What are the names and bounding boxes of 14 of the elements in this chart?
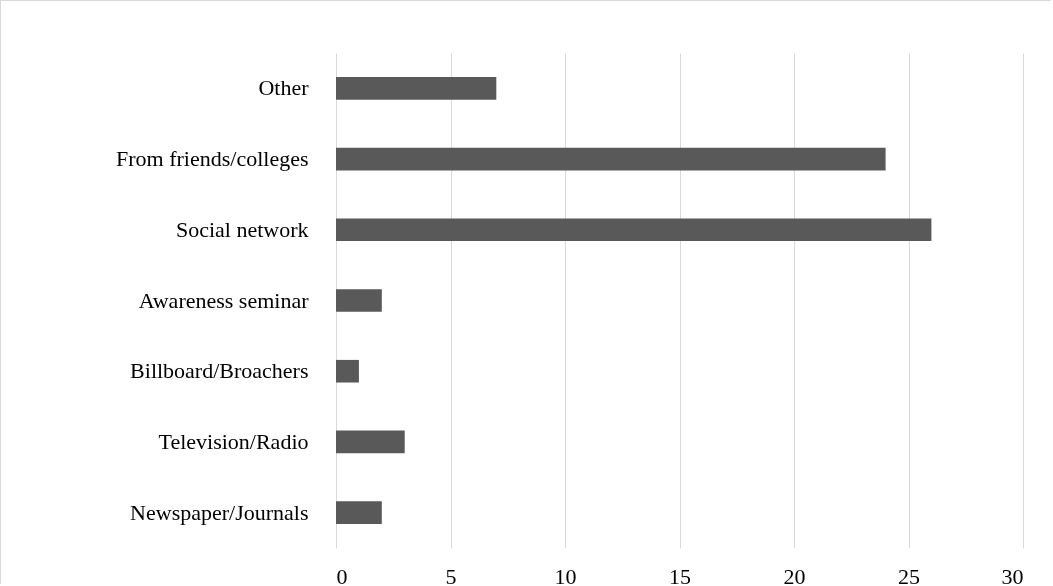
y-tick-label: Other bbox=[258, 75, 310, 101]
x-tick-label: 25 bbox=[898, 563, 920, 586]
y-tick-label: Television/Radio bbox=[158, 428, 309, 454]
y-tick-label: Billboard/Broachers bbox=[130, 358, 309, 384]
x-tick-label: 0 bbox=[336, 563, 348, 586]
x-tick-label: 20 bbox=[783, 563, 806, 586]
y-tick-label: Awareness seminar bbox=[138, 287, 310, 313]
y-tick-label: Social network bbox=[175, 216, 309, 242]
y-tick-label: Newspaper/Journals bbox=[130, 499, 309, 525]
x-tick-label: 10 bbox=[554, 563, 577, 586]
x-tick-label: 15 bbox=[669, 563, 691, 586]
x-tick-label: 30 bbox=[1001, 563, 1024, 586]
x-tick-label: 5 bbox=[445, 563, 457, 586]
y-tick-label: From friends/colleges bbox=[116, 146, 309, 172]
